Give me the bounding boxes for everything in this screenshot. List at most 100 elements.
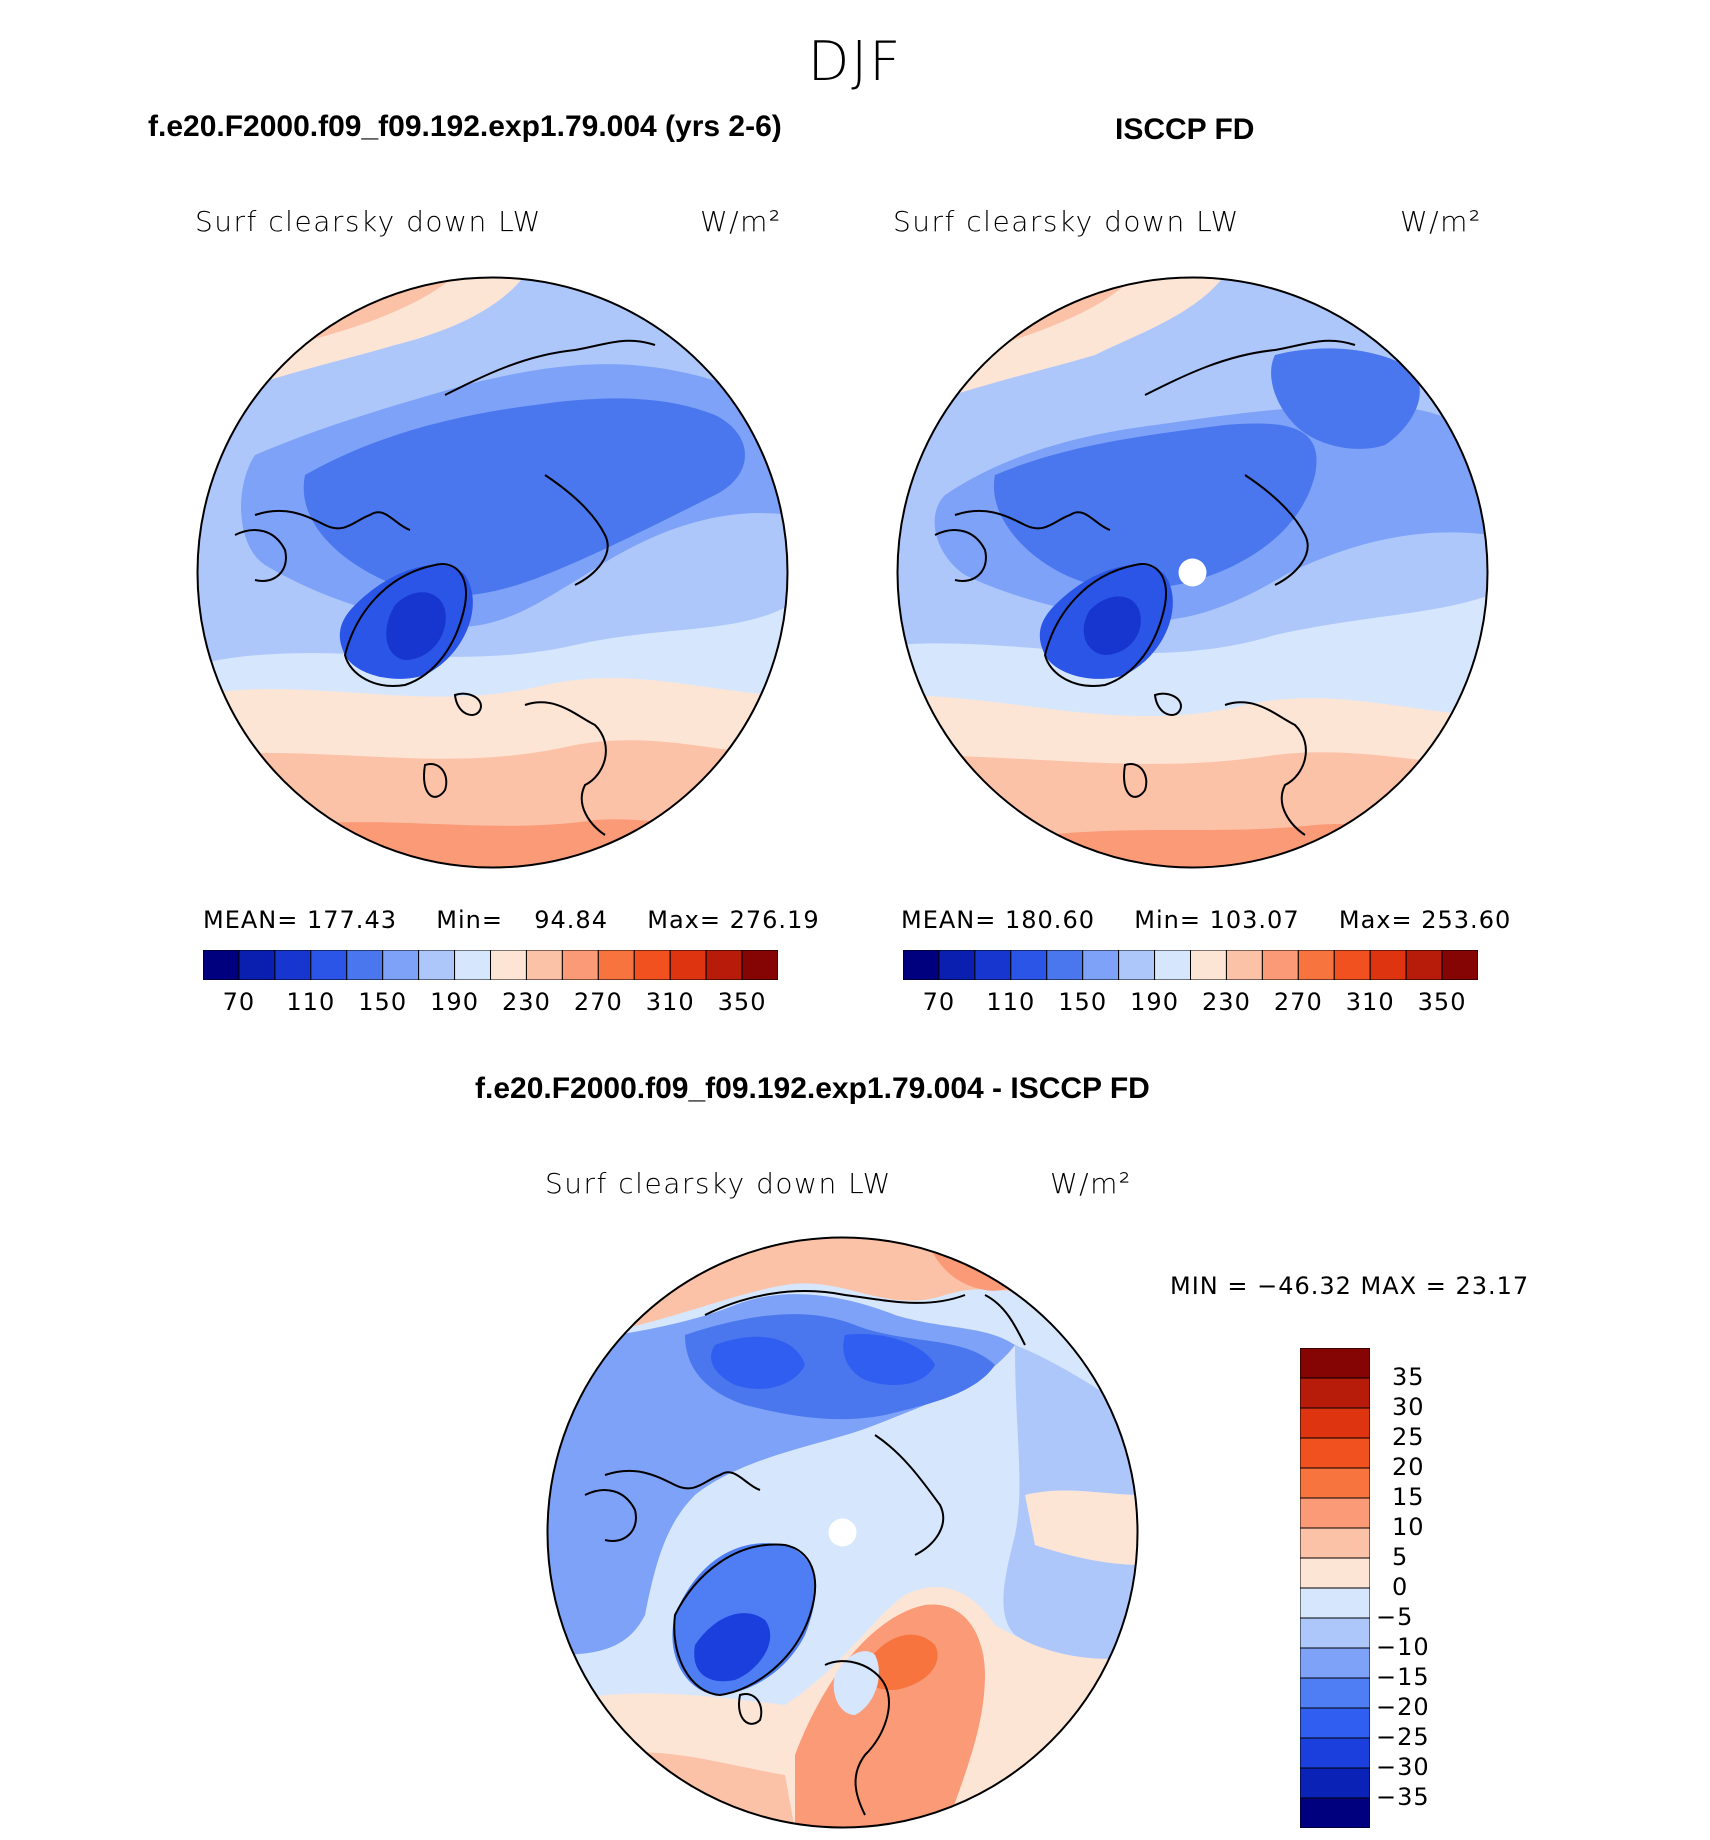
model-max-value: 276.19 <box>729 906 820 934</box>
colorbar-swatch <box>1441 950 1478 980</box>
model-panel-title: f.e20.F2000.f09_f09.192.exp1.79.004 (yrs… <box>148 110 782 143</box>
colorbar-swatch <box>1300 1407 1370 1439</box>
colorbar-tick-label: 70 <box>922 988 956 1016</box>
colorbar-tick-label: 0 <box>1392 1573 1409 1601</box>
colorbar-tick-label: −10 <box>1376 1633 1430 1661</box>
colorbar-swatch <box>238 950 276 980</box>
colorbar-tick-label: 10 <box>1392 1513 1425 1541</box>
colorbar-tick-label: 350 <box>1417 988 1467 1016</box>
model-colorbar-ticks: 70 110 150 190 230 270 310 350 <box>203 988 778 1018</box>
colorbar-swatch <box>1154 950 1191 980</box>
diff-units-label: W/m² <box>1050 1167 1132 1200</box>
obs-mean-value: 180.60 <box>1005 906 1095 934</box>
colorbar-swatch <box>203 950 240 980</box>
colorbar-swatch <box>903 950 940 980</box>
colorbar-tick-label: 70 <box>222 988 256 1016</box>
colorbar-swatch <box>454 950 491 980</box>
colorbar-tick-label: 270 <box>573 988 623 1016</box>
obs-units-label: W/m² <box>1400 205 1482 238</box>
colorbar-swatch <box>561 950 599 980</box>
colorbar-swatch <box>1300 1348 1370 1379</box>
colorbar-swatch <box>1300 1377 1370 1409</box>
colorbar-swatch <box>1300 1587 1370 1619</box>
colorbar-tick-label: 5 <box>1392 1543 1409 1571</box>
colorbar-tick-label: 190 <box>1130 988 1179 1016</box>
colorbar-swatch <box>705 950 743 980</box>
colorbar-tick-label: 230 <box>502 988 551 1016</box>
colorbar-swatch <box>1405 950 1443 980</box>
colorbar-tick-label: −20 <box>1376 1693 1430 1721</box>
colorbar-tick-label: −30 <box>1376 1753 1430 1781</box>
colorbar-swatch <box>633 950 671 980</box>
obs-max-label: Max= <box>1338 906 1413 934</box>
diff-polar-map <box>546 1236 1139 1829</box>
colorbar-swatch <box>1300 1677 1370 1709</box>
colorbar-swatch <box>382 950 420 980</box>
season-title: DJF <box>807 30 903 93</box>
model-max-label: Max= <box>647 906 721 934</box>
colorbar-tick-label: 310 <box>645 988 695 1016</box>
colorbar-swatch <box>597 950 635 980</box>
colorbar-swatch <box>1300 1767 1370 1799</box>
colorbar-swatch <box>1190 950 1227 980</box>
colorbar-swatch <box>1369 950 1407 980</box>
diff-minmax: MIN = −46.32 MAX = 23.17 <box>1170 1272 1530 1300</box>
colorbar-swatch <box>974 950 1012 980</box>
diff-panel-title: f.e20.F2000.f09_f09.192.exp1.79.004 - IS… <box>475 1072 1150 1105</box>
colorbar-swatch <box>1333 950 1371 980</box>
model-mean-value: 177.43 <box>307 906 397 934</box>
obs-panel-title: ISCCP FD <box>1115 113 1255 146</box>
colorbar-swatch <box>346 950 384 980</box>
colorbar-swatch <box>1300 1557 1370 1589</box>
colorbar-swatch <box>1297 950 1335 980</box>
colorbar-swatch <box>1046 950 1084 980</box>
obs-min-value: 103.07 <box>1209 906 1300 934</box>
colorbar-swatch <box>1118 950 1156 980</box>
colorbar-swatch <box>1300 1797 1370 1828</box>
colorbar-swatch <box>669 950 707 980</box>
diff-colorbar-ticks: 35 30 25 20 15 10 5 0 −5 −10 −15 −20 −25 −30 −35 <box>1376 1348 1498 1828</box>
colorbar-swatch <box>741 950 778 980</box>
colorbar-tick-label: 350 <box>717 988 767 1016</box>
colorbar-swatch <box>525 950 563 980</box>
colorbar-tick-label: 270 <box>1273 988 1323 1016</box>
obs-colorbar-ticks: 70 110 150 190 230 270 310 350 <box>903 988 1478 1018</box>
colorbar-tick-label: 30 <box>1392 1393 1425 1421</box>
model-polar-map <box>196 276 789 869</box>
colorbar-tick-label: −5 <box>1376 1603 1414 1631</box>
colorbar-tick-label: 35 <box>1392 1363 1425 1391</box>
colorbar-tick-label: −15 <box>1376 1663 1430 1691</box>
colorbar-swatch <box>1300 1527 1370 1559</box>
model-min-value: 94.84 <box>534 906 608 934</box>
model-mean-label: MEAN= <box>203 906 299 934</box>
colorbar-tick-label: 110 <box>986 988 1036 1016</box>
obs-polar-map <box>896 276 1489 869</box>
colorbar-tick-label: −25 <box>1376 1723 1430 1751</box>
model-stats: MEAN= 177.43 Min= 94.84 Max= 276.19 <box>203 906 820 934</box>
colorbar-swatch <box>1300 1617 1370 1649</box>
obs-mean-label: MEAN= <box>901 906 997 934</box>
colorbar-tick-label: 15 <box>1392 1483 1425 1511</box>
colorbar-tick-label: 110 <box>286 988 336 1016</box>
model-units-label: W/m² <box>700 205 782 238</box>
colorbar-swatch <box>1300 1647 1370 1679</box>
colorbar-swatch <box>1010 950 1048 980</box>
colorbar-tick-label: 310 <box>1345 988 1395 1016</box>
colorbar-tick-label: 150 <box>358 988 408 1016</box>
obs-stats: MEAN= 180.60 Min= 103.07 Max= 253.60 <box>901 906 1511 934</box>
colorbar-tick-label: 230 <box>1202 988 1251 1016</box>
colorbar-swatch <box>1300 1737 1370 1769</box>
obs-colorbar <box>903 950 1478 980</box>
colorbar-tick-label: −35 <box>1376 1783 1430 1811</box>
colorbar-swatch <box>1225 950 1263 980</box>
colorbar-swatch <box>1082 950 1120 980</box>
colorbar-swatch <box>310 950 348 980</box>
model-min-label: Min= <box>436 906 503 934</box>
obs-min-label: Min= <box>1134 906 1201 934</box>
obs-variable-label: Surf clearsky down LW <box>893 205 1240 238</box>
colorbar-swatch <box>274 950 312 980</box>
obs-max-value: 253.60 <box>1421 906 1512 934</box>
colorbar-swatch <box>418 950 456 980</box>
colorbar-swatch <box>1261 950 1299 980</box>
colorbar-swatch <box>490 950 527 980</box>
